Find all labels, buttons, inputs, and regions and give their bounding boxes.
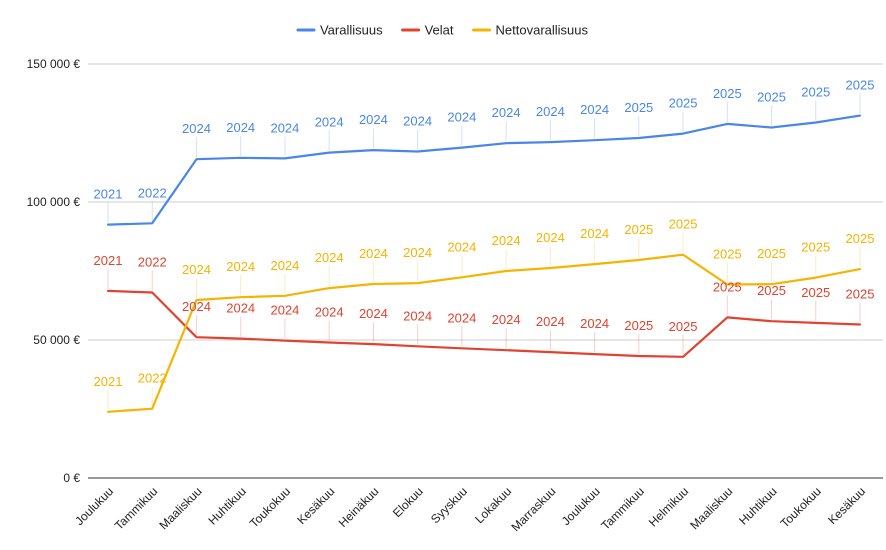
x-tick-label: Maaliskuu [687, 484, 735, 532]
data-label: 2024 [447, 110, 476, 125]
data-label: 2024 [403, 308, 432, 323]
series-line-velat [106, 289, 862, 358]
legend-item-velat: Velat [401, 23, 454, 38]
x-tick-label: Kesäkuu [825, 484, 868, 527]
x-tick-label: Maaliskuu [156, 484, 204, 532]
series-line-varallisuus [106, 114, 862, 226]
data-label: 2025 [846, 78, 875, 93]
data-label: 2025 [846, 231, 875, 246]
data-label-layer: 2021 2022 2024 2024 2024 2024 2024 2024 2024 2024… [94, 78, 875, 410]
data-label: 2025 [801, 85, 830, 100]
data-label: 2024 [182, 121, 211, 136]
data-label: 2024 [359, 246, 388, 261]
data-label: 2025 [669, 319, 698, 334]
series-layer [106, 114, 862, 413]
data-label: 2024 [359, 306, 388, 321]
legend: Varallisuus Velat Nettovarallisuus [296, 23, 589, 38]
x-tick-label: Toukokuu [247, 484, 293, 530]
data-label: 2022 [138, 185, 167, 200]
legend-label: Velat [425, 23, 454, 38]
data-label: 2024 [492, 233, 521, 248]
data-label: 2025 [624, 318, 653, 333]
data-label: 2025 [624, 222, 653, 237]
y-tick-label: 50 000 € [33, 333, 80, 347]
data-label: 2024 [447, 239, 476, 254]
data-label: 2025 [757, 283, 786, 298]
legend-item-varallisuus: Varallisuus [296, 23, 383, 38]
x-tick-label: Tammikuu [112, 484, 161, 533]
legend-label: Varallisuus [320, 23, 383, 38]
x-tick-label: Kesäkuu [294, 484, 337, 527]
grid-layer [88, 63, 883, 479]
data-label: 2022 [138, 371, 167, 386]
data-label: 2025 [757, 89, 786, 104]
data-label: 2024 [536, 104, 565, 119]
data-label: 2025 [757, 246, 786, 261]
data-label: 2025 [624, 100, 653, 115]
x-tick-label: Helmikuu [646, 484, 691, 529]
data-label: 2021 [94, 374, 123, 389]
data-label: 2024 [270, 120, 299, 135]
x-tick-label: Lokakuu [472, 484, 514, 526]
data-label: 2024 [403, 113, 432, 128]
data-label: 2024 [315, 250, 344, 265]
data-label: 2021 [94, 187, 123, 202]
series-line-nettovarallisuus [106, 253, 862, 413]
data-label: 2024 [270, 258, 299, 273]
data-label: 2025 [669, 96, 698, 111]
data-label: 2025 [713, 247, 742, 262]
data-label: 2024 [580, 316, 609, 331]
x-tick-label: Huhtikuu [205, 484, 248, 527]
y-tick-label: 100 000 € [27, 195, 81, 209]
data-label: 2024 [226, 301, 255, 316]
legend-item-nettovarallisuus: Nettovarallisuus [472, 23, 589, 38]
data-label: 2024 [315, 304, 344, 319]
data-label: 2024 [492, 105, 521, 120]
x-tick-label: Joulukuu [559, 484, 603, 528]
data-label: 2024 [226, 120, 255, 135]
data-label: 2021 [94, 253, 123, 268]
data-label: 2024 [536, 314, 565, 329]
axis-layer: 0 €50 000 €100 000 €150 000 €JoulukuuTam… [27, 57, 869, 534]
data-label: 2024 [359, 112, 388, 127]
data-label: 2025 [846, 287, 875, 302]
data-label: 2024 [226, 259, 255, 274]
y-tick-label: 150 000 € [27, 57, 81, 71]
data-label: 2024 [580, 226, 609, 241]
data-label: 2025 [713, 279, 742, 294]
data-label: 2022 [138, 255, 167, 270]
data-label: 2025 [713, 86, 742, 101]
data-label: 2024 [447, 310, 476, 325]
data-label: 2025 [801, 240, 830, 255]
x-tick-label: Joulukuu [72, 484, 116, 528]
data-label: 2024 [403, 245, 432, 260]
x-tick-label: Tammikuu [598, 484, 647, 533]
x-tick-label: Marraskuu [508, 484, 558, 534]
x-tick-label: Syyskuu [428, 484, 470, 526]
x-tick-label: Huhtikuu [736, 484, 779, 527]
data-label: 2024 [580, 102, 609, 117]
x-tick-label: Toukokuu [778, 484, 824, 530]
x-tick-label: Elokuu [390, 484, 426, 520]
data-label: 2024 [536, 230, 565, 245]
data-label: 2024 [315, 115, 344, 130]
data-label: 2024 [270, 303, 299, 318]
data-label: 2025 [669, 217, 698, 232]
data-label: 2025 [801, 285, 830, 300]
y-tick-label: 0 € [63, 471, 80, 485]
data-label: 2024 [182, 262, 211, 277]
data-label: 2024 [492, 312, 521, 327]
data-label: 2024 [182, 299, 211, 314]
legend-label: Nettovarallisuus [496, 23, 589, 38]
x-tick-label: Heinäkuu [336, 484, 382, 530]
